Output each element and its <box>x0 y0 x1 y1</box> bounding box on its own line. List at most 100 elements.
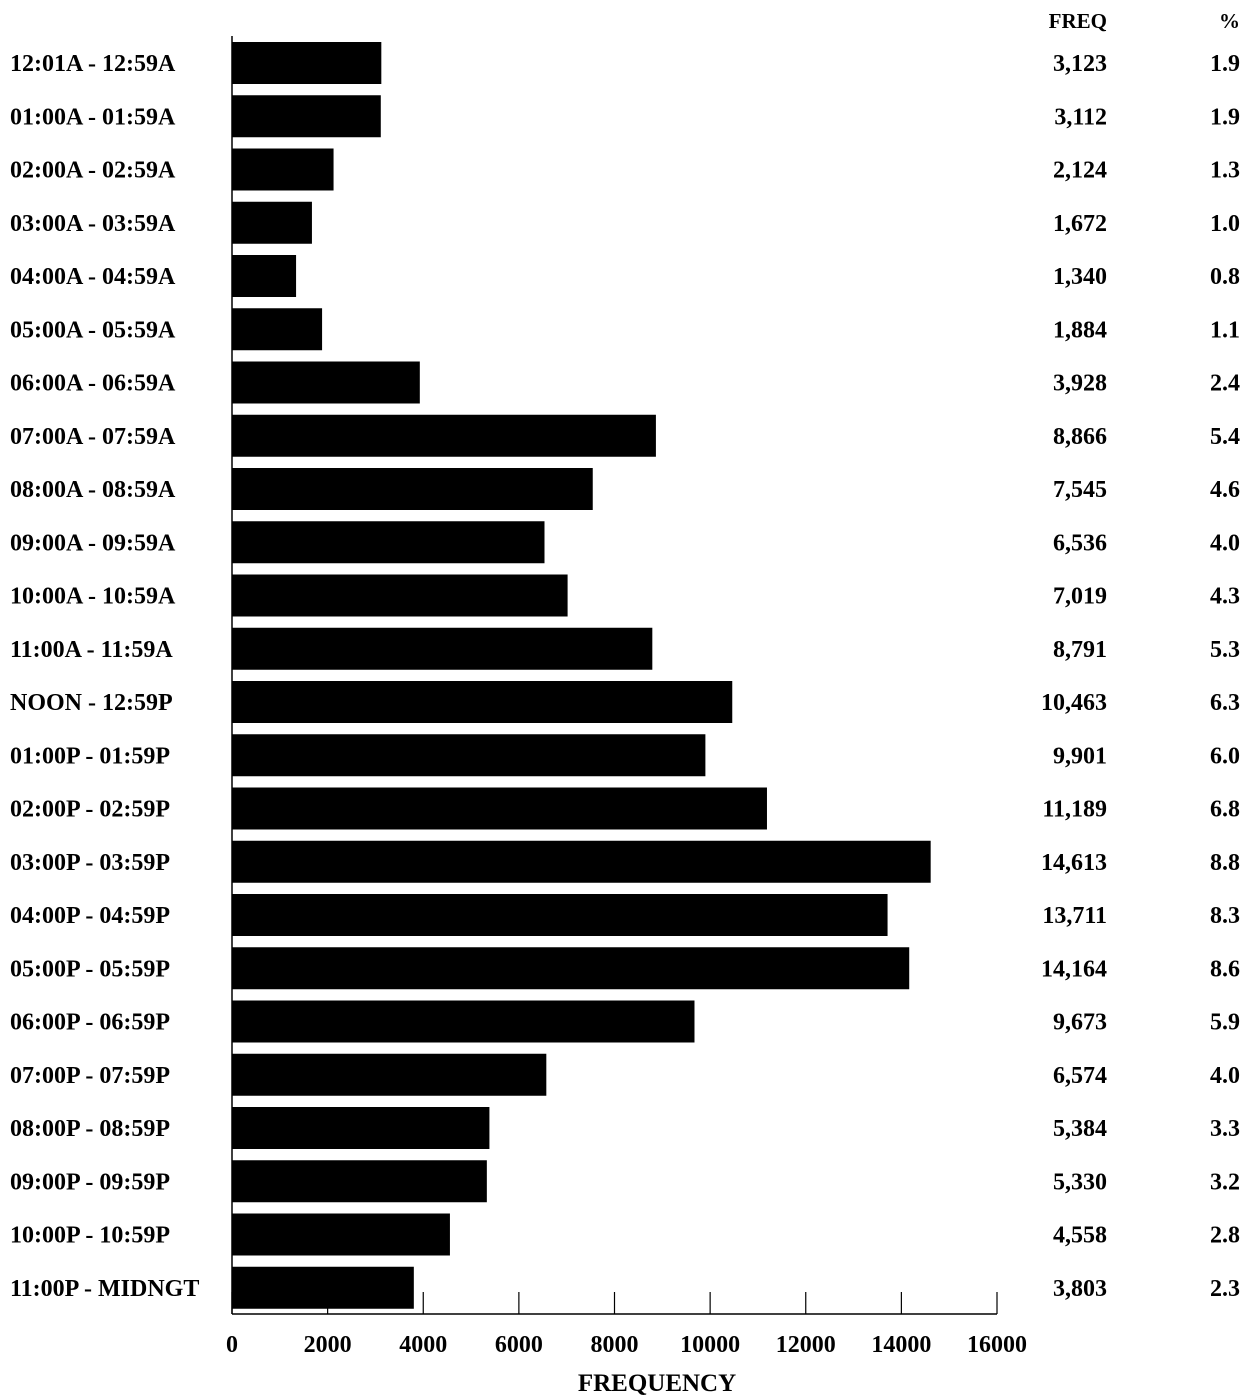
category-label: 02:00A - 02:59A <box>10 158 176 184</box>
x-axis-title: FREQUENCY <box>578 1370 736 1397</box>
percent-column-header: % <box>1219 9 1240 33</box>
value-table: FREQ % 3,123 1.9 3,112 1.9 2,124 1.3 1,672 1.0 1… <box>1041 9 1240 1302</box>
bar <box>232 894 888 936</box>
percent-value-label: 4.0 <box>1210 1063 1240 1089</box>
bar <box>232 681 733 723</box>
freq-value-label: 4,558 <box>1053 1223 1107 1249</box>
freq-value-label: 13,711 <box>1042 903 1107 929</box>
category-label: 03:00P - 03:59P <box>10 850 170 876</box>
bar <box>232 148 334 191</box>
bars-group <box>232 42 931 1309</box>
freq-column-header: FREQ <box>1049 9 1107 33</box>
freq-value-label: 9,901 <box>1053 743 1107 769</box>
category-label: NOON - 12:59P <box>10 690 173 716</box>
category-labels: 12:01A - 12:59A 01:00A - 01:59A 02:00A - 0… <box>10 51 199 1302</box>
category-label: 04:00P - 04:59P <box>10 903 170 929</box>
category-label: 09:00P - 09:59P <box>10 1169 170 1195</box>
x-tick-label: 4000 <box>399 1332 447 1358</box>
bar <box>232 947 910 990</box>
category-label: 02:00P - 02:59P <box>10 797 170 823</box>
bar <box>232 468 593 510</box>
x-tick-label: 16000 <box>967 1332 1027 1358</box>
bar <box>232 308 323 351</box>
freq-value-label: 8,866 <box>1053 424 1107 450</box>
freq-value-label: 6,574 <box>1053 1063 1107 1089</box>
category-label: 06:00P - 06:59P <box>10 1010 170 1036</box>
bar <box>232 840 931 883</box>
percent-value-label: 1.0 <box>1210 211 1240 237</box>
bar <box>232 42 382 84</box>
percent-value-label: 5.3 <box>1210 637 1240 663</box>
x-tick-label: 6000 <box>495 1332 543 1358</box>
category-label: 10:00P - 10:59P <box>10 1223 170 1249</box>
bar <box>232 1160 487 1203</box>
x-tick-label: 0 <box>226 1332 238 1358</box>
percent-value-label: 6.8 <box>1210 797 1240 823</box>
freq-value-label: 10,463 <box>1041 690 1107 716</box>
freq-value-label: 11,189 <box>1042 797 1107 823</box>
percent-value-label: 6.3 <box>1210 690 1240 716</box>
category-label: 09:00A - 09:59A <box>10 530 176 556</box>
x-tick-label: 14000 <box>871 1332 931 1358</box>
freq-value-label: 6,536 <box>1053 530 1107 556</box>
bar <box>232 255 297 297</box>
freq-value-label: 14,613 <box>1041 850 1107 876</box>
percent-value-label: 5.4 <box>1210 424 1240 450</box>
x-tick-label: 12000 <box>776 1332 836 1358</box>
freq-value-label: 1,884 <box>1053 317 1107 343</box>
percent-value-label: 3.2 <box>1210 1169 1240 1195</box>
x-tick-label: 2000 <box>304 1332 352 1358</box>
bar <box>232 627 653 670</box>
bar <box>232 1266 414 1309</box>
freq-value-label: 3,123 <box>1053 51 1107 77</box>
freq-value-label: 5,330 <box>1053 1169 1107 1195</box>
freq-value-label: 1,672 <box>1053 211 1107 237</box>
category-label: 08:00P - 08:59P <box>10 1116 170 1142</box>
bar <box>232 361 420 404</box>
percent-value-label: 4.0 <box>1210 530 1240 556</box>
bar <box>232 414 656 457</box>
freq-value-label: 3,928 <box>1053 371 1107 397</box>
percent-value-label: 0.8 <box>1210 264 1240 290</box>
freq-value-label: 8,791 <box>1053 637 1107 663</box>
freq-value-label: 14,164 <box>1041 956 1107 982</box>
bar <box>232 1107 490 1149</box>
percent-value-label: 4.6 <box>1210 477 1240 503</box>
x-tick-label: 8000 <box>591 1332 639 1358</box>
bar <box>232 521 545 564</box>
freq-value-label: 1,340 <box>1053 264 1107 290</box>
category-label: 01:00P - 01:59P <box>10 743 170 769</box>
category-label: 07:00A - 07:59A <box>10 424 176 450</box>
bar <box>232 1053 547 1096</box>
percent-value-label: 1.3 <box>1210 158 1240 184</box>
freq-value-label: 5,384 <box>1053 1116 1107 1142</box>
bar <box>232 574 568 617</box>
category-label: 10:00A - 10:59A <box>10 584 176 610</box>
percent-value-label: 2.8 <box>1210 1223 1240 1249</box>
percent-value-label: 8.8 <box>1210 850 1240 876</box>
percent-value-label: 2.3 <box>1210 1276 1240 1302</box>
category-label: 06:00A - 06:59A <box>10 371 176 397</box>
percent-value-label: 1.9 <box>1210 104 1240 130</box>
category-label: 05:00P - 05:59P <box>10 956 170 982</box>
percent-value-label: 8.6 <box>1210 956 1240 982</box>
freq-value-label: 3,803 <box>1053 1276 1107 1302</box>
category-label: 11:00A - 11:59A <box>10 637 173 663</box>
bar <box>232 95 381 138</box>
category-label: 05:00A - 05:59A <box>10 317 176 343</box>
bar <box>232 201 312 244</box>
category-label: 01:00A - 01:59A <box>10 104 176 130</box>
x-axis: 0 2000 4000 6000 8000 10000 12000 14000 16000 <box>226 36 1027 1358</box>
category-label: 12:01A - 12:59A <box>10 51 176 77</box>
category-label: 07:00P - 07:59P <box>10 1063 170 1089</box>
category-label: 03:00A - 03:59A <box>10 211 176 237</box>
freq-value-label: 7,545 <box>1053 477 1107 503</box>
freq-value-label: 3,112 <box>1054 104 1107 130</box>
bar <box>232 787 767 830</box>
bar <box>232 734 706 777</box>
freq-value-label: 7,019 <box>1053 584 1107 610</box>
category-label: 11:00P - MIDNGT <box>10 1276 199 1302</box>
percent-value-label: 1.1 <box>1210 317 1240 343</box>
percent-value-label: 3.3 <box>1210 1116 1240 1142</box>
